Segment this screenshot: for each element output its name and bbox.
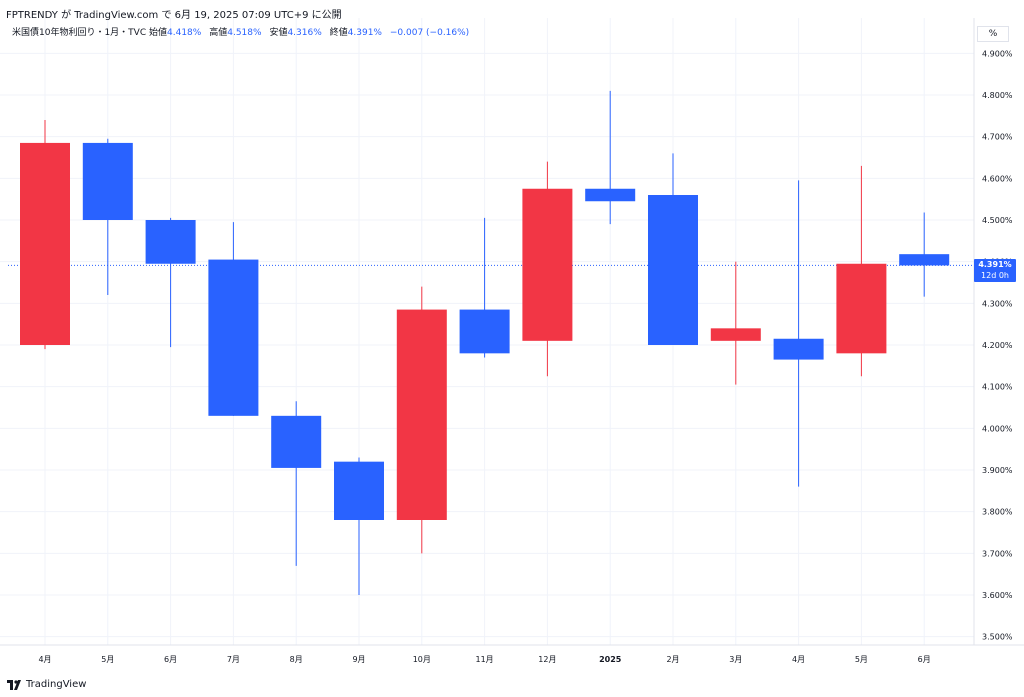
symbol-legend: 米国債10年物利回り・1月・TVC 始値4.418% 高値4.518% 安値4.… <box>12 25 474 38</box>
close-value: 4.391% <box>347 28 382 38</box>
y-tick-label: 3.500% <box>982 633 1013 642</box>
y-tick-label: 4.500% <box>982 216 1013 225</box>
candle-body <box>334 461 384 520</box>
y-tick-label: 4.800% <box>982 91 1013 100</box>
x-tick-label: 5月 <box>855 655 868 664</box>
y-tick-label: 4.700% <box>982 133 1013 142</box>
x-tick-label: 3月 <box>729 655 742 664</box>
candle-body <box>648 195 698 345</box>
high-value: 4.518% <box>227 28 262 38</box>
x-tick-label: 10月 <box>413 655 431 664</box>
bar-countdown: 12d 0h <box>981 271 1009 281</box>
candle-body <box>836 263 887 354</box>
symbol-name[interactable]: 米国債10年物利回り・1月・TVC <box>12 28 147 38</box>
publish-info: FPTRENDY が TradingView.com で 6月 19, 2025… <box>6 10 342 21</box>
candle-body <box>585 188 636 202</box>
high-label: 高値 <box>209 28 228 38</box>
candle-body <box>20 142 70 345</box>
y-tick-label: 4.600% <box>982 174 1013 183</box>
tradingview-brand[interactable]: TradingView <box>7 679 86 690</box>
brand-name: TradingView <box>26 679 87 690</box>
x-tick-label: 6月 <box>164 655 177 664</box>
y-tick-label: 3.800% <box>982 508 1013 517</box>
candle-body <box>396 309 447 520</box>
y-tick-label: 3.700% <box>982 549 1013 558</box>
y-tick-label: 4.200% <box>982 341 1013 350</box>
y-tick-label: 4.000% <box>982 424 1013 433</box>
time-axis: 4月 5月 6月 7月 8月 9月 10月 11月 12月 2025 2月 3月 4月 5月 6月 <box>38 655 930 664</box>
candle-body <box>459 309 510 354</box>
y-tick-label: 3.900% <box>982 466 1013 475</box>
x-tick-label: 7月 <box>227 655 240 664</box>
candle-body <box>899 254 950 266</box>
candle-body <box>82 142 133 220</box>
x-tick-label: 5月 <box>101 655 114 664</box>
tradingview-logo-icon <box>7 679 21 690</box>
percent-scale-button[interactable]: % <box>977 26 1009 42</box>
open-value: 4.418% <box>167 28 202 38</box>
candle-body <box>710 328 761 341</box>
y-tick-label: 4.300% <box>982 299 1013 308</box>
change-value: −0.007 (−0.16%) <box>389 28 470 38</box>
last-price-value: 4.391% <box>978 260 1012 270</box>
candles <box>20 90 950 595</box>
x-tick-label: 4月 <box>38 655 51 664</box>
x-tick-label: 4月 <box>792 655 805 664</box>
last-price-label: 4.391% 12d 0h <box>974 259 1016 283</box>
x-tick-label: 2月 <box>666 655 679 664</box>
low-value: 4.316% <box>287 28 322 38</box>
y-tick-label: 4.900% <box>982 49 1013 58</box>
candle-body <box>522 188 573 341</box>
x-tick-label: 11月 <box>476 655 494 664</box>
x-tick-label: 9月 <box>352 655 365 664</box>
low-label: 安値 <box>269 28 288 38</box>
candle-body <box>208 259 259 416</box>
x-tick-label: 2025 <box>599 655 622 664</box>
candle-body <box>773 338 824 360</box>
candle-body <box>271 415 322 468</box>
y-tick-label: 4.100% <box>982 383 1013 392</box>
y-tick-label: 3.600% <box>982 591 1013 600</box>
x-tick-label: 12月 <box>538 655 556 664</box>
close-label: 終値 <box>329 28 348 38</box>
open-label: 始値 <box>149 28 168 38</box>
x-tick-label: 8月 <box>290 655 303 664</box>
candle-body <box>145 220 196 264</box>
x-tick-label: 6月 <box>918 655 931 664</box>
price-axis: 4.900%4.800%4.700%4.600%4.500%4.400%4.30… <box>982 49 1013 641</box>
